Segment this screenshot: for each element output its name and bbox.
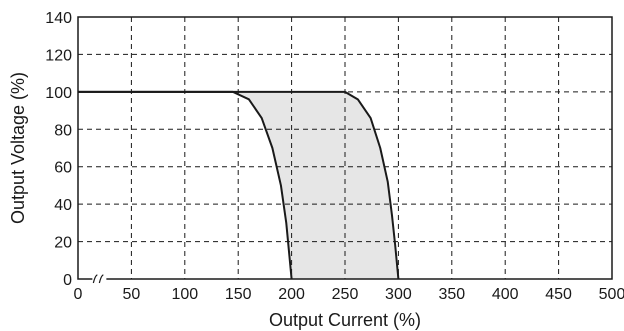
x-tick-label: 500	[599, 286, 624, 303]
y-tick-label: 0	[63, 272, 72, 289]
shaded-band-layer	[232, 91, 399, 279]
axis-break-gap	[92, 274, 107, 284]
series-layer	[78, 90, 400, 280]
y-tick-label: 140	[45, 10, 72, 27]
series-line-1	[78, 90, 293, 280]
y-tick-labels: 0 20 40 60 80 100 120 140	[45, 10, 72, 289]
plot-frame	[77, 16, 613, 280]
series-line-2	[78, 90, 400, 280]
y-tick-label: 20	[54, 235, 72, 252]
y-axis-title: Output Voltage (%)	[8, 72, 28, 224]
x-tick-label: 50	[123, 286, 141, 303]
y-tick-label: 80	[54, 122, 72, 139]
x-tick-label: 200	[278, 286, 305, 303]
y-tick-label: 40	[54, 197, 72, 214]
x-tick-labels: 0 50 100 150 200 250 300 350 400 450 500	[74, 286, 624, 303]
x-tick-label: 300	[385, 286, 412, 303]
x-tick-label: 450	[545, 286, 572, 303]
grid-layer	[78, 17, 612, 279]
axis-break-layer	[92, 274, 107, 284]
x-tick-label: 0	[74, 286, 83, 303]
x-axis-title: Output Current (%)	[269, 310, 421, 330]
y-tick-label: 60	[54, 160, 72, 177]
x-tick-label: 100	[171, 286, 198, 303]
y-tick-label: 100	[45, 85, 72, 102]
x-tick-label: 150	[225, 286, 252, 303]
x-tick-label: 350	[438, 286, 465, 303]
plot-area	[77, 16, 613, 284]
x-tick-label: 250	[332, 286, 359, 303]
y-tick-label: 120	[45, 47, 72, 64]
x-tick-label: 400	[492, 286, 519, 303]
axis-break-icon	[92, 274, 104, 284]
shaded-band	[232, 91, 399, 279]
